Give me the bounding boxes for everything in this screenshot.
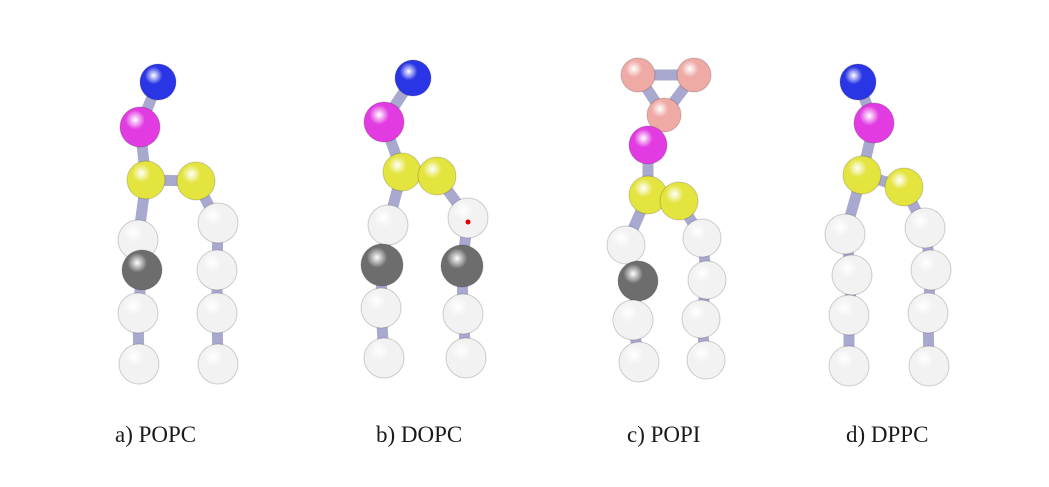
popi-tail-bead <box>687 260 727 300</box>
popi-tail-bead <box>612 299 654 341</box>
popi-double-bond-bead <box>617 260 659 302</box>
dppc-choline-bead <box>839 63 877 101</box>
dppc-tail-bead <box>824 213 866 255</box>
popi-tail-bead <box>682 218 722 258</box>
caption-dopc: b) DOPC <box>376 422 463 447</box>
popi-phosphate-bead <box>628 125 668 165</box>
dopc-glycerol-bead <box>417 156 457 196</box>
dopc-double-bond-bead <box>440 244 484 288</box>
dopc-tail-bead <box>442 293 484 335</box>
popc-tail-bead <box>117 292 159 334</box>
dopc-tail-bead <box>363 337 405 379</box>
dppc-tail-bead <box>828 294 870 336</box>
dopc-choline-bead <box>394 59 432 97</box>
caption-popi: c) POPI <box>627 422 701 447</box>
dopc-double-bond-bead <box>360 243 404 287</box>
popi-glycerol-bead <box>659 181 699 221</box>
dppc-glycerol-bead <box>842 155 882 195</box>
popc-glycerol-bead <box>176 161 216 201</box>
popc-tail-bead <box>197 343 239 385</box>
dopc-tail-bead <box>360 287 402 329</box>
popi-tail-bead <box>606 225 646 265</box>
popc-phosphate-bead <box>119 106 161 148</box>
dopc-tail-bead <box>367 204 409 246</box>
dopc-marker-dot <box>465 219 471 225</box>
popi-inositol-bead <box>646 97 682 133</box>
dppc-tail-bead <box>908 345 950 387</box>
caption-dppc: d) DPPC <box>846 422 929 447</box>
popc-glycerol-bead <box>126 160 166 200</box>
dppc-phosphate-bead <box>853 102 895 144</box>
dopc-phosphate-bead <box>363 101 405 143</box>
popi-tail-bead <box>681 299 721 339</box>
popi-inositol-bead <box>676 57 712 93</box>
popi-inositol-bead <box>620 57 656 93</box>
dppc-glycerol-bead <box>884 167 924 207</box>
dopc-glycerol-bead <box>382 152 422 192</box>
popi-tail-bead <box>686 340 726 380</box>
dppc-tail-bead <box>910 249 952 291</box>
caption-popc: a) POPC <box>115 422 197 447</box>
popc-tail-bead <box>118 343 160 385</box>
dppc-tail-bead <box>904 207 946 249</box>
popc-choline-bead <box>139 63 177 101</box>
dppc-tail-bead <box>907 292 949 334</box>
dppc-tail-bead <box>828 345 870 387</box>
popi-tail-bead <box>618 341 660 383</box>
popc-tail-bead <box>197 202 239 244</box>
popc-tail-bead <box>196 249 238 291</box>
dppc-tail-bead <box>831 254 873 296</box>
popc-tail-bead <box>196 292 238 334</box>
popc-double-bond-bead <box>121 249 163 291</box>
dopc-tail-bead <box>445 337 487 379</box>
dopc-tail-bead <box>447 197 489 239</box>
